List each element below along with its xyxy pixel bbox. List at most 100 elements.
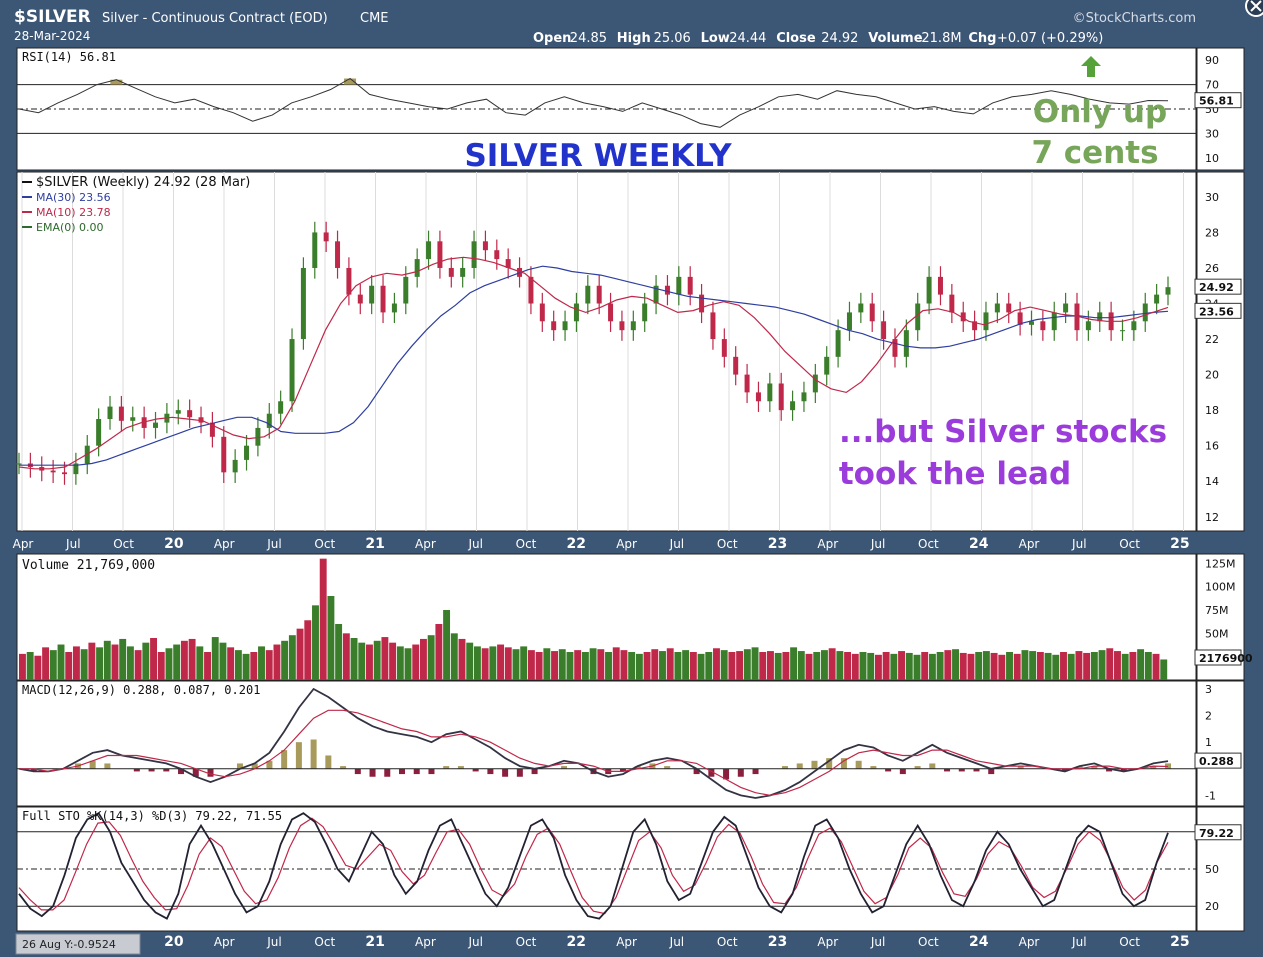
price-candle xyxy=(733,356,739,375)
volume-bar xyxy=(304,620,312,680)
stochastic-last-value-box xyxy=(1194,824,1242,841)
volume-bar xyxy=(959,652,967,680)
macd-histogram-bar xyxy=(811,760,818,769)
price-candle xyxy=(642,303,648,322)
volume-bar xyxy=(204,652,211,680)
price-ytick: 22 xyxy=(1205,333,1219,346)
macd-histogram-bar xyxy=(163,768,170,772)
volume-bar xyxy=(273,644,281,680)
stochastic-ytick: 20 xyxy=(1205,900,1219,913)
price-candle xyxy=(1028,321,1034,325)
macd-histogram-bar xyxy=(826,758,833,769)
price-candle xyxy=(528,276,534,304)
volume-bar xyxy=(49,650,57,680)
price-xtick: 25 xyxy=(1170,536,1189,552)
volume-bar xyxy=(373,640,381,680)
ohlc-label-high: High xyxy=(617,31,651,46)
price-candle xyxy=(460,267,466,277)
price-xtick: Apr xyxy=(415,537,436,551)
bottom-xtick: 21 xyxy=(365,934,384,950)
stochastic-panel: Full STO %K(14,3) %D(3) 79.22, 71.558050… xyxy=(16,806,1245,932)
volume-ytick: 125M xyxy=(1205,557,1236,570)
price-candle xyxy=(505,259,511,268)
volume-bar xyxy=(682,650,690,680)
volume-bar xyxy=(1090,652,1098,680)
price-candle xyxy=(1085,321,1091,331)
volume-bar xyxy=(1121,653,1129,680)
volume-bar xyxy=(396,646,404,680)
volume-bar xyxy=(126,646,134,680)
volume-bar xyxy=(1137,649,1145,680)
macd-histogram-bar xyxy=(1106,768,1113,772)
macd-histogram-bar xyxy=(443,766,450,769)
bottom-x-axis: Jul Oct 20 Apr Jul Oct 21 Apr Jul Oct 22 Apr Jul Oct 2… xyxy=(65,934,1190,950)
volume-bar xyxy=(327,596,335,680)
bottom-xtick: Apr xyxy=(214,935,235,949)
price-legend-entry: EMA(0) 0.00 xyxy=(36,221,104,234)
price-candle xyxy=(221,436,227,473)
price-ytick: 14 xyxy=(1205,475,1219,488)
price-candle xyxy=(73,463,79,475)
bottom-xtick: Apr xyxy=(1019,935,1040,949)
rsi-overbought-fill xyxy=(344,78,357,85)
price-legend-entry: MA(10) 23.78 xyxy=(36,206,111,219)
macd-histogram-bar xyxy=(428,768,435,775)
macd-histogram-bar xyxy=(693,768,700,775)
volume-bar xyxy=(1052,654,1060,680)
volume-bar xyxy=(281,640,289,680)
ohlc-value-volume: 21.8M xyxy=(921,31,961,46)
macd-histogram-bar xyxy=(1017,766,1024,769)
price-candle xyxy=(380,285,386,313)
price-candle xyxy=(926,276,932,304)
macd-panel: MACD(12,26,9) 0.288, 0.087, 0.201 3 2 1 -1 0.… xyxy=(16,680,1245,807)
volume-bar xyxy=(180,640,188,680)
volume-bar xyxy=(828,648,836,680)
macd-histogram-bar xyxy=(737,768,744,777)
macd-signal-line xyxy=(19,709,1169,797)
price-ytick: 26 xyxy=(1205,262,1219,275)
stochastic-k-line xyxy=(18,811,1169,920)
price-candle xyxy=(232,459,238,473)
price-candle xyxy=(50,470,56,473)
description: Silver - Continuous Contract (EOD) xyxy=(102,11,328,26)
macd-ytick: 2 xyxy=(1205,710,1212,723)
macd-histogram-bar xyxy=(929,763,936,769)
close-icon[interactable] xyxy=(1245,0,1263,17)
volume-bar xyxy=(319,558,327,680)
price-candle xyxy=(630,321,636,331)
price-ytick: 12 xyxy=(1205,511,1219,524)
volume-bar xyxy=(1144,652,1152,680)
price-x-axis: Apr Jul Oct 20 Apr Jul Oct 21 Apr Jul Oct 22 Apr Jul O… xyxy=(13,536,1190,552)
price-candle xyxy=(1040,321,1046,331)
bottom-xtick: 20 xyxy=(164,934,184,950)
macd-plot-area xyxy=(16,680,1197,807)
ohlc-value-open: 24.85 xyxy=(570,31,607,46)
macd-histogram-bar xyxy=(192,768,199,777)
volume-bar xyxy=(967,653,975,680)
volume-bar xyxy=(296,628,304,680)
volume-bar xyxy=(998,654,1006,680)
ohlc-value-close: 24.92 xyxy=(821,31,858,46)
volume-bar xyxy=(466,642,474,680)
macd-histogram-bar xyxy=(502,768,509,777)
price-candle xyxy=(972,321,978,331)
price-candle xyxy=(858,303,864,313)
volume-bar xyxy=(42,647,50,680)
macd-histogram-bar xyxy=(944,768,951,772)
price-candle xyxy=(16,463,22,465)
price-xtick: Jul xyxy=(65,537,80,551)
volume-bar xyxy=(913,654,921,680)
price-xtick: Oct xyxy=(314,537,335,551)
volume-last-value-box xyxy=(1194,649,1242,666)
volume-bar xyxy=(689,652,697,680)
volume-bar xyxy=(982,651,990,680)
ma30-last-value-box xyxy=(1194,302,1242,319)
volume-bar xyxy=(905,652,913,680)
annotation-purple-line2: took the lead xyxy=(839,456,1071,492)
price-candle xyxy=(414,259,420,277)
volume-bar xyxy=(936,652,944,680)
macd-histogram-bar xyxy=(973,768,980,772)
volume-bar xyxy=(404,648,412,680)
price-candle xyxy=(403,276,409,304)
